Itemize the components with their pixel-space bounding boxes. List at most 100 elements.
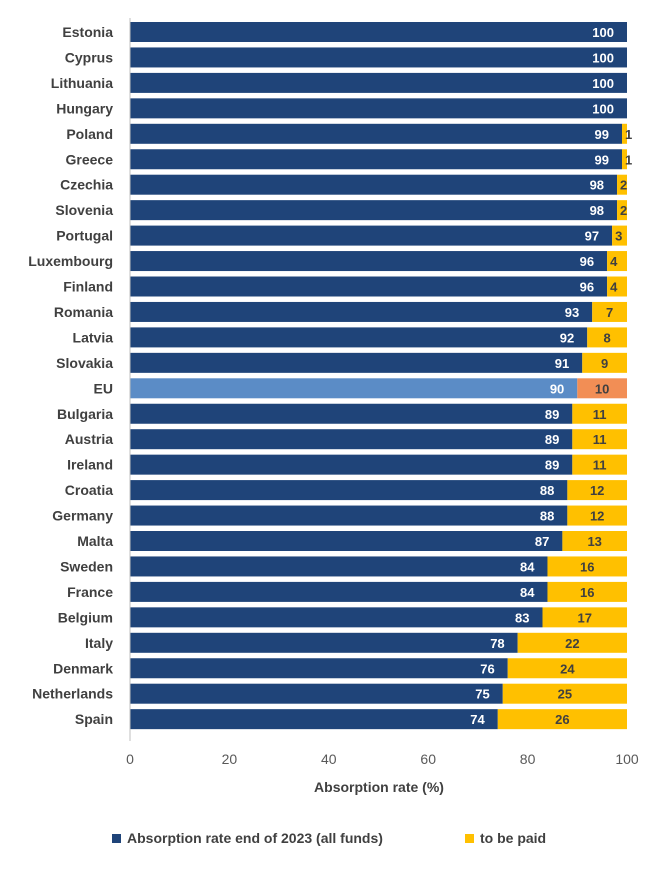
value-label-to-be-paid-belgium: 17 (578, 610, 592, 625)
x-tick-label-0: 0 (126, 751, 134, 767)
value-label-to-be-paid-bulgaria: 11 (593, 407, 607, 422)
bar-absorption-portugal (130, 225, 613, 246)
bar-absorption-slovakia (130, 352, 583, 373)
category-label-eu: EU (94, 380, 113, 396)
bar-to-be-paid-belgium (542, 607, 627, 628)
value-label-absorption-spain: 74 (470, 712, 485, 727)
value-label-to-be-paid-austria: 11 (593, 432, 607, 447)
bar-absorption-luxembourg (130, 251, 608, 272)
value-label-absorption-eu: 90 (550, 381, 564, 396)
bar-absorption-cyprus (130, 47, 627, 68)
value-label-absorption-france: 84 (520, 585, 535, 600)
x-tick-label-20: 20 (222, 751, 238, 767)
bar-to-be-paid-malta (562, 531, 627, 551)
category-label-hungary: Hungary (56, 100, 113, 116)
value-label-absorption-bulgaria: 89 (545, 407, 559, 422)
category-label-sweden: Sweden (60, 558, 113, 574)
bar-absorption-germany (130, 505, 568, 526)
category-label-belgium: Belgium (58, 609, 113, 625)
value-label-to-be-paid-france: 16 (580, 585, 594, 600)
bar-to-be-paid-slovakia (582, 352, 627, 373)
category-label-czechia: Czechia (60, 177, 113, 193)
category-label-lithuania: Lithuania (51, 75, 113, 91)
value-label-to-be-paid-czechia: 2 (620, 178, 627, 193)
value-label-to-be-paid-slovenia: 2 (620, 203, 627, 218)
value-label-absorption-ireland: 89 (545, 458, 559, 473)
value-label-to-be-paid-ireland: 11 (593, 458, 607, 473)
bar-absorption-slovenia (130, 200, 618, 221)
category-label-spain: Spain (75, 711, 113, 727)
bar-to-be-paid-spain (497, 709, 627, 730)
bar-to-be-paid-germany (567, 505, 627, 526)
bar-to-be-paid-luxembourg (607, 251, 627, 272)
legend-label-absorption: Absorption rate end of 2023 (all funds) (127, 830, 383, 846)
bar-absorption-netherlands (130, 683, 503, 704)
value-label-to-be-paid-eu: 10 (595, 381, 609, 396)
bar-absorption-malta (130, 531, 563, 551)
bar-absorption-italy (130, 632, 518, 653)
value-label-absorption-luxembourg: 96 (580, 254, 594, 269)
category-label-slovakia: Slovakia (56, 355, 113, 371)
value-label-to-be-paid-greece: 1 (625, 152, 632, 167)
value-label-to-be-paid-netherlands: 25 (558, 687, 572, 702)
category-label-malta: Malta (77, 533, 113, 549)
bar-to-be-paid-czechia (617, 174, 627, 195)
bar-absorption-greece (130, 149, 623, 170)
value-label-to-be-paid-malta: 13 (587, 534, 601, 549)
value-label-to-be-paid-germany: 12 (590, 509, 604, 524)
bar-absorption-finland (130, 276, 608, 297)
value-label-to-be-paid-luxembourg: 4 (610, 254, 618, 269)
value-label-absorption-lithuania: 100 (592, 76, 614, 91)
bar-to-be-paid-denmark (507, 658, 627, 679)
bar-to-be-paid-poland (622, 123, 627, 144)
value-label-to-be-paid-romania: 7 (606, 305, 613, 320)
bar-to-be-paid-netherlands (502, 683, 627, 704)
value-label-absorption-latvia: 92 (560, 330, 574, 345)
x-tick-label-100: 100 (615, 751, 639, 767)
x-tick-label-60: 60 (420, 751, 436, 767)
bar-to-be-paid-latvia (587, 327, 627, 348)
bar-absorption-austria (130, 429, 573, 450)
legend-swatch-to-be-paid (465, 834, 474, 843)
bar-to-be-paid-france (547, 581, 627, 602)
bar-absorption-denmark (130, 658, 508, 679)
bar-to-be-paid-austria (572, 429, 627, 450)
value-label-to-be-paid-sweden: 16 (580, 559, 594, 574)
value-label-absorption-finland: 96 (580, 280, 594, 295)
category-label-ireland: Ireland (67, 457, 113, 473)
category-label-poland: Poland (66, 126, 113, 142)
legend: Absorption rate end of 2023 (all funds) … (112, 830, 546, 846)
value-label-to-be-paid-finland: 4 (610, 280, 618, 295)
bar-absorption-sweden (130, 556, 548, 577)
bar-to-be-paid-ireland (572, 454, 627, 475)
category-label-finland: Finland (63, 279, 113, 295)
bar-to-be-paid-finland (607, 276, 627, 297)
bar-to-be-paid-bulgaria (572, 403, 627, 424)
plot-area: Estonia 100 Cyprus 100 Lithuania 100 Hungary 10… (28, 22, 632, 730)
value-label-absorption-romania: 93 (565, 305, 579, 320)
value-label-absorption-malta: 87 (535, 534, 549, 549)
value-label-absorption-greece: 99 (595, 152, 609, 167)
bar-to-be-paid-croatia (567, 480, 627, 501)
category-label-germany: Germany (52, 508, 113, 524)
bar-absorption-lithuania (130, 72, 627, 93)
value-label-absorption-cyprus: 100 (592, 50, 614, 65)
value-label-absorption-poland: 99 (595, 127, 609, 142)
category-label-bulgaria: Bulgaria (57, 406, 113, 422)
value-label-absorption-italy: 78 (490, 636, 504, 651)
bar-absorption-croatia (130, 480, 568, 501)
legend-label-to-be-paid: to be paid (480, 830, 546, 846)
category-label-italy: Italy (85, 635, 113, 651)
value-label-to-be-paid-croatia: 12 (590, 483, 604, 498)
value-label-to-be-paid-portugal: 3 (615, 229, 622, 244)
bar-absorption-france (130, 581, 548, 602)
bar-absorption-latvia (130, 327, 588, 348)
category-label-romania: Romania (54, 304, 113, 320)
value-label-absorption-hungary: 100 (592, 101, 614, 116)
bar-absorption-hungary (130, 98, 627, 119)
value-label-to-be-paid-spain: 26 (555, 712, 569, 727)
legend-swatch-absorption (112, 834, 121, 843)
category-label-netherlands: Netherlands (32, 686, 113, 702)
category-label-slovenia: Slovenia (55, 202, 113, 218)
